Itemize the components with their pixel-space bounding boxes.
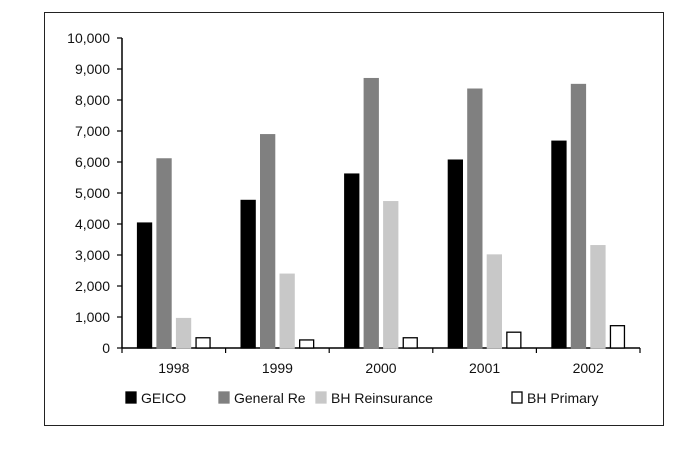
y-tick-label: 6,000 [75, 154, 110, 170]
legend-swatch-bh-reinsurance [315, 391, 327, 404]
bar-geico-1998 [136, 222, 153, 349]
legend-swatch-geico [125, 391, 137, 404]
y-tick-label: 5,000 [75, 185, 110, 201]
x-axis: 1998 1999 2000 2001 2002 [121, 347, 641, 376]
x-tick-label: 2001 [469, 360, 500, 376]
bar-general-re-2002 [570, 83, 587, 349]
bar-geico-2000 [344, 173, 360, 349]
x-tick-label: 1998 [158, 360, 189, 376]
y-tick-label: 7,000 [75, 123, 110, 139]
bar-general-re-2001 [467, 88, 483, 349]
legend-label: GEICO [141, 390, 186, 406]
y-tick-label: 9,000 [75, 61, 110, 77]
bar-bh-reinsurance-2002 [590, 245, 606, 349]
y-tick-label: 4,000 [75, 216, 110, 232]
bar-bh-reinsurance-1999 [279, 273, 295, 349]
bar-bh-reinsurance-1998 [175, 317, 192, 349]
legend-label: General Re [234, 390, 306, 406]
bar-general-re-1998 [156, 158, 172, 349]
legend-swatch-bh-primary [511, 391, 523, 404]
y-axis: 0 1,000 2,000 3,000 4,000 5,000 6,000 7,000 8,00… [67, 30, 123, 356]
y-tick-label: 1,000 [75, 309, 110, 325]
bar-bh-primary-1999 [298, 339, 315, 349]
bar-geico-2002 [551, 140, 567, 349]
bar-geico-1999 [240, 199, 256, 349]
bar-bh-primary-2001 [506, 331, 522, 349]
x-tick-label: 1999 [262, 360, 293, 376]
bar-bh-reinsurance-2001 [486, 254, 503, 349]
legend: GEICO General Re BH Reinsurance BH Primary [125, 390, 599, 406]
bar-general-re-2000 [363, 77, 379, 349]
bars [136, 77, 626, 349]
y-tick-label: 3,000 [75, 247, 110, 263]
bar-bh-reinsurance-2000 [383, 201, 399, 349]
y-tick-label: 8,000 [75, 92, 110, 108]
x-tick-label: 2000 [365, 360, 396, 376]
legend-label: BH Reinsurance [331, 390, 433, 406]
legend-label: BH Primary [527, 390, 599, 406]
x-tick-label: 2002 [573, 360, 604, 376]
bar-bh-primary-1998 [195, 337, 211, 349]
y-tick-label: 0 [102, 340, 110, 356]
bar-general-re-1999 [259, 134, 276, 349]
y-tick-label: 2,000 [75, 278, 110, 294]
legend-swatch-general-re [218, 391, 230, 404]
y-tick-label: 10,000 [67, 30, 110, 46]
bar-bh-primary-2000 [402, 337, 418, 349]
bar-geico-2001 [447, 159, 464, 349]
bar-bh-primary-2002 [609, 325, 626, 349]
